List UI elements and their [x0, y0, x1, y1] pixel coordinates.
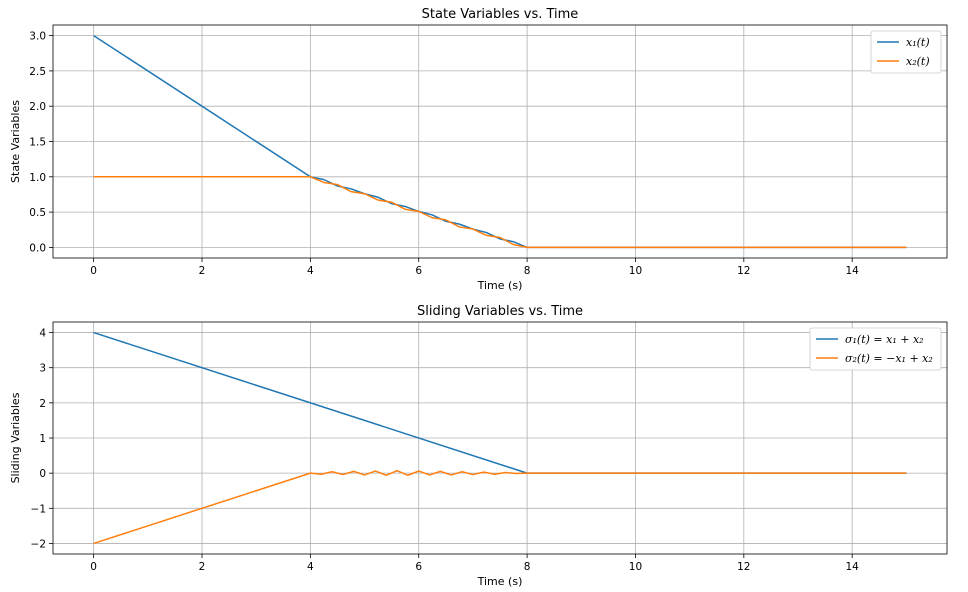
sliding-xtick-label: 10 [629, 561, 642, 573]
sliding-legend-label-2: σ₂(t) = −x₁ + x₂ [845, 352, 933, 365]
state-xtick-label: 2 [199, 265, 206, 277]
state-xtick-label: 10 [629, 265, 642, 277]
state-ytick-label: 0.5 [29, 207, 46, 219]
state-xtick-label: 12 [737, 265, 750, 277]
sliding-xtick-label: 8 [524, 561, 531, 573]
sliding-ytick-label: 0 [39, 468, 46, 480]
sliding-ytick-label: −2 [31, 538, 46, 550]
state-ytick-label: 2.5 [29, 66, 46, 78]
state-ytick-label: 3.0 [29, 31, 46, 43]
sliding-xtick-label: 6 [415, 561, 422, 573]
sliding-xtick-label: 4 [307, 561, 314, 573]
state-series-line-2 [93, 176, 907, 249]
state-legend: x₁(t) x₂(t) [870, 30, 942, 74]
sliding-ytick-label: 4 [39, 328, 46, 340]
sliding-y-axis-label: Sliding Variables [9, 392, 22, 483]
state-chart-title: State Variables vs. Time [422, 7, 579, 22]
sliding-series-line-2 [93, 469, 907, 545]
state-ytick-label: 0.0 [29, 242, 46, 254]
state-xtick-label: 0 [90, 265, 97, 277]
sliding-x-axis-label: Time (s) [477, 575, 523, 588]
sliding-ytick-label: 2 [39, 398, 46, 410]
state-ytick-label: 1.5 [29, 137, 46, 149]
sliding-ytick-label: −1 [31, 503, 46, 515]
state-xtick-label: 14 [845, 265, 859, 277]
state-legend-label-2: x₂(t) [906, 55, 930, 68]
state-xtick-label: 8 [524, 265, 531, 277]
sliding-ytick-label: 1 [39, 433, 46, 445]
sliding-xtick-label: 2 [199, 561, 206, 573]
state-ytick-label: 1.0 [29, 172, 46, 184]
state-y-axis-label: State Variables [9, 100, 22, 183]
sliding-xtick-label: 12 [737, 561, 750, 573]
state-legend-label-1: x₁(t) [906, 36, 930, 49]
state-variables-axes: 0 2 4 6 8 10 12 14 0.0 0.5 1.0 1.5 2.0 2.5 3.0 State Va… [9, 7, 948, 292]
sliding-chart-title: Sliding Variables vs. Time [417, 304, 583, 319]
sliding-legend-label-1: σ₁(t) = x₁ + x₂ [845, 333, 924, 346]
sliding-xtick-label: 0 [90, 561, 97, 573]
state-xtick-label: 6 [415, 265, 422, 277]
state-xtick-label: 4 [307, 265, 314, 277]
sliding-legend: σ₁(t) = x₁ + x₂ σ₂(t) = −x₁ + x₂ [809, 327, 942, 371]
state-x-axis-label: Time (s) [477, 279, 523, 292]
sliding-legend-frame [809, 327, 942, 371]
sliding-xtick-label: 14 [845, 561, 859, 573]
sliding-ytick-label: 3 [39, 363, 46, 375]
state-ytick-label: 2.0 [29, 101, 46, 113]
